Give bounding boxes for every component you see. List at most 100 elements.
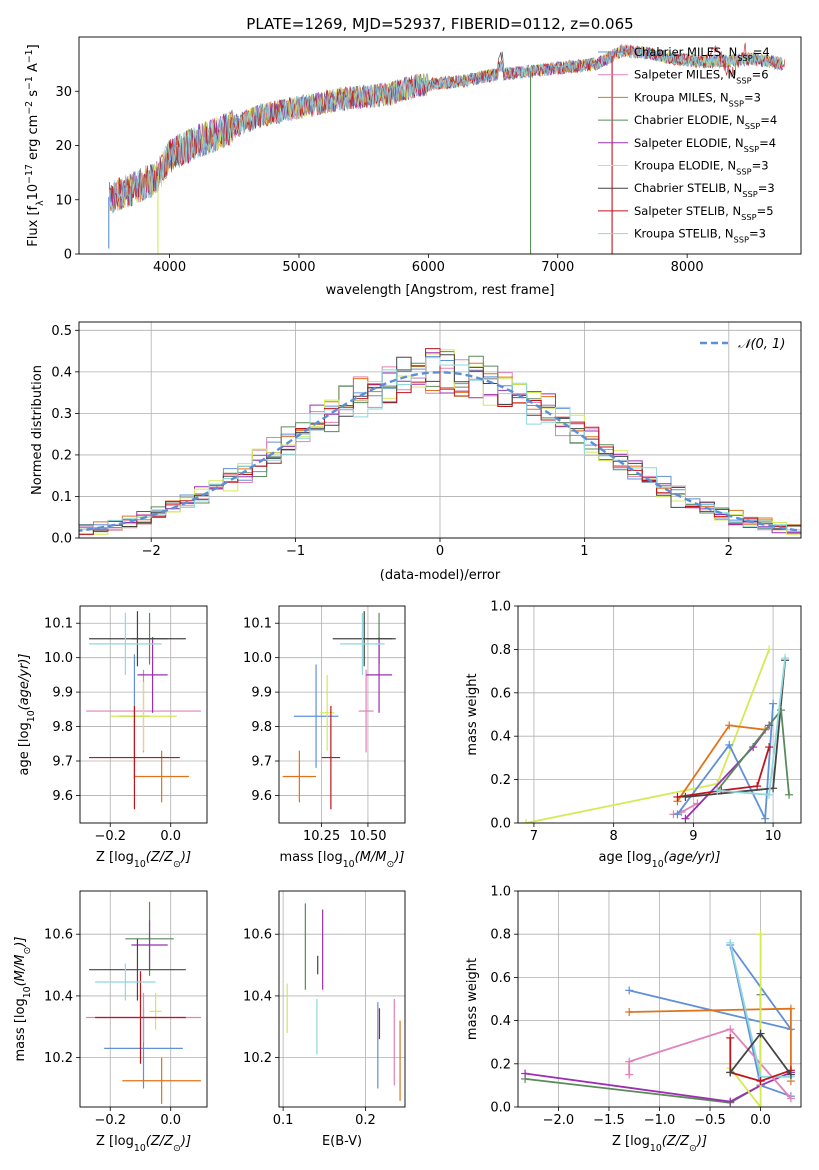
legend-label: Salpeter ELODIE, NSSP=4 [634, 136, 776, 154]
legend-label: Chabrier STELIB, NSSP=3 [634, 181, 775, 199]
mass-weight-vs-age-plot-area [521, 645, 794, 823]
legend-label: Salpeter STELIB, NSSP=5 [634, 204, 774, 222]
legend-label: Salpeter MILES, NSSP=6 [634, 68, 769, 86]
residual-histogram-plot-area [79, 348, 801, 538]
y-tick-label: 0.2 [490, 1057, 511, 1072]
x-tick-label: 10 [765, 829, 782, 844]
x-tick-label: 6000 [412, 260, 445, 275]
x-tick-label: −2.0 [543, 1113, 575, 1128]
y-tick-label: 10.4 [44, 989, 73, 1004]
y-tick-label: 10.0 [44, 651, 73, 666]
y-tick-label: 9.8 [251, 720, 272, 735]
y-tick-label: 10 [55, 193, 72, 208]
mass-weight-vs-age-panel: 7 8 9 10 0.0 0.2 0.4 0.6 0.8 1.0 age [log10(age/yr… [465, 600, 802, 870]
y-tick-label: 10.2 [44, 1051, 73, 1066]
spectrum-line [109, 44, 783, 214]
normal-curve [79, 371, 801, 532]
x-axis-label: (data-model)/error [380, 568, 501, 583]
y-tick-label: 0.8 [490, 643, 511, 658]
legend-label: Kroupa MILES, NSSP=3 [634, 90, 761, 108]
mass-vs-extinction-panel: 0.1 0.2 10.2 10.4 10.6 E(B-V) [243, 890, 406, 1149]
y-tick-label: 10.0 [243, 651, 272, 666]
y-tick-label: 9.8 [52, 720, 73, 735]
x-axis-label: mass [log10(M/M⊙)] [280, 850, 405, 870]
y-axis-label: Flux [fλ10−17 erg cm−2 s−1 A−1] [24, 44, 46, 246]
y-tick-label: 20 [55, 139, 72, 154]
x-tick-label: −0.2 [94, 829, 126, 844]
x-tick-label: 9 [689, 829, 697, 844]
mass-weight-vs-metallicity-plot-area [521, 930, 795, 1107]
y-tick-label: 1.0 [490, 600, 511, 615]
legend-label: 𝒩(0, 1) [738, 337, 785, 352]
y-tick-label: 0.2 [490, 773, 511, 788]
spectrum-plot-area [108, 42, 786, 254]
axes-frame [278, 890, 406, 1108]
y-tick-label: 9.9 [251, 686, 272, 701]
weight-line [676, 703, 774, 823]
x-axis-label: E(B-V) [322, 1134, 362, 1149]
y-tick-label: 0.1 [51, 490, 72, 505]
x-tick-label: 0.1 [273, 1113, 294, 1128]
weight-line [729, 934, 762, 1107]
age-vs-metallicity-panel: −0.2 0.0 9.6 9.7 9.8 9.9 10.0 10.1 Z [log10(Z/Z⊙… [17, 605, 208, 870]
axes-frame [78, 321, 802, 539]
y-tick-label: 0.3 [51, 407, 72, 422]
x-tick-label: 2 [725, 544, 733, 559]
x-tick-label: −1 [286, 544, 305, 559]
y-axis-label: Normed distribution [30, 365, 45, 495]
y-tick-label: 1.0 [490, 885, 511, 900]
x-tick-label: 10.25 [303, 829, 340, 844]
axes-frame [278, 605, 406, 824]
x-axis-label: Z [log10(Z/Z⊙)] [612, 1134, 707, 1154]
y-tick-label: 0.4 [51, 365, 72, 380]
x-tick-label: 5000 [282, 260, 315, 275]
mass-vs-metallicity-panel: −0.2 0.0 10.2 10.4 10.6 Z [log10(Z/Z⊙)] mass [… [13, 890, 208, 1154]
y-tick-label: 10.1 [44, 617, 73, 632]
x-tick-label: 1 [580, 544, 588, 559]
y-axis-label: mass weight [465, 958, 480, 1040]
x-tick-label: −0.2 [94, 1113, 126, 1128]
age-vs-metallicity-plot-area [86, 611, 201, 810]
axes-frame [517, 890, 802, 1108]
y-tick-label: 10.1 [243, 617, 272, 632]
y-tick-label: 0.0 [490, 1101, 511, 1116]
legend-label: Chabrier ELODIE, NSSP=4 [634, 113, 777, 131]
spectrum-panel: 4000 5000 6000 7000 8000 0 10 20 30 wavelength [A… [24, 36, 802, 298]
age-vs-mass-plot-area [282, 611, 396, 810]
y-tick-label: 0.0 [51, 532, 72, 547]
legend-label: Chabrier MILES, NSSP=4 [634, 45, 770, 63]
y-axis-label: mass [log10(M/M⊙)] [13, 937, 33, 1062]
y-axis-label: age [log10(age/yr)] [17, 654, 37, 776]
y-axis-label: mass weight [465, 673, 480, 755]
residual-histogram-panel: −2 −1 0 1 2 0.0 0.1 0.2 0.3 0.4 0.5 𝒩(0, 1) (data-mo… [30, 321, 802, 583]
y-tick-label: 0.4 [490, 1014, 511, 1029]
x-tick-label: 8 [610, 829, 618, 844]
weight-line [677, 746, 770, 798]
legend-label: Kroupa STELIB, NSSP=3 [634, 227, 766, 245]
axes-frame [78, 36, 802, 255]
weight-line [524, 1071, 792, 1103]
age-vs-mass-panel: 10.25 10.50 9.6 9.7 9.8 9.9 10.0 10.1 mass [log1… [243, 605, 406, 870]
x-tick-label: −0.5 [694, 1113, 726, 1128]
legend-label: Kroupa ELODIE, NSSP=3 [634, 159, 769, 177]
x-tick-label: 0.0 [160, 1113, 181, 1128]
y-tick-label: 9.9 [52, 686, 73, 701]
x-tick-label: 10.50 [349, 829, 386, 844]
histogram-step [79, 357, 801, 537]
mass-vs-extinction-plot-area [286, 903, 401, 1101]
x-axis-label: age [log10(age/yr)] [599, 850, 721, 870]
y-tick-label: 30 [55, 85, 72, 100]
y-tick-label: 10.2 [243, 1051, 272, 1066]
weight-line [729, 1037, 792, 1083]
y-tick-label: 0.2 [51, 448, 72, 463]
y-tick-label: 9.6 [251, 789, 272, 804]
y-tick-label: 9.7 [251, 755, 272, 770]
x-tick-label: −1.5 [593, 1113, 625, 1128]
x-axis-label: wavelength [Angstrom, rest frame] [326, 283, 555, 298]
x-tick-label: 7000 [541, 260, 574, 275]
x-tick-label: 7 [530, 829, 538, 844]
y-tick-label: 9.7 [52, 755, 73, 770]
y-tick-label: 10.6 [243, 928, 272, 943]
